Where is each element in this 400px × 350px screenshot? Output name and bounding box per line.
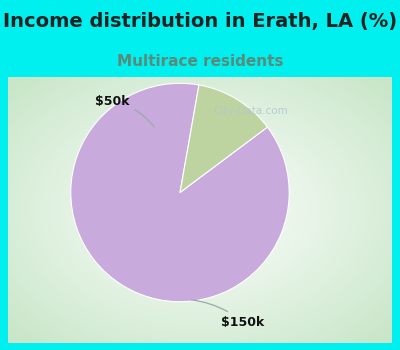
Text: Income distribution in Erath, LA (%): Income distribution in Erath, LA (%) [3, 12, 397, 31]
Text: Multirace residents: Multirace residents [117, 54, 283, 69]
Wedge shape [71, 83, 289, 302]
Wedge shape [180, 85, 268, 192]
Text: City-Data.com: City-Data.com [214, 106, 288, 116]
Text: $50k: $50k [95, 95, 154, 127]
Text: $150k: $150k [192, 300, 265, 329]
